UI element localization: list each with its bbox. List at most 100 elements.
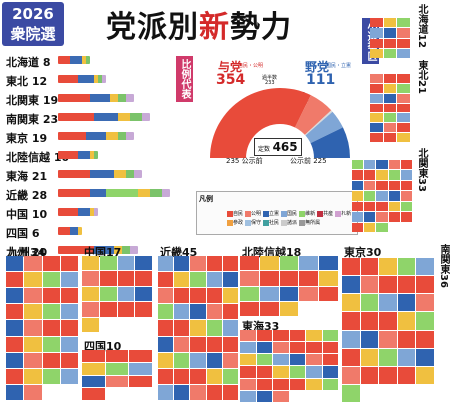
seat-cell (259, 286, 279, 301)
seat-cell (397, 133, 410, 142)
seat-cell (306, 330, 322, 342)
seat-cell (240, 286, 259, 301)
legend-label: 立憲 (269, 211, 280, 217)
seat-cell (416, 276, 434, 294)
ruling-label: 与党 (218, 60, 243, 74)
region-count: 17 (106, 246, 122, 259)
seat-cell (158, 288, 174, 304)
seat-cell (60, 368, 78, 384)
pr-bar-segment (122, 246, 130, 254)
region-name: 近畿 (160, 246, 182, 259)
seat-cell (117, 286, 135, 302)
seat-cell (416, 348, 434, 366)
seat-cell (400, 201, 412, 212)
legend: 凡例 自民 公明 立憲 国民 維新 共産 れ新 参政 保守 社民 諸派 無所属 (196, 191, 358, 235)
region-label: 九州34 (8, 244, 45, 260)
seat-cell (306, 378, 322, 390)
seat-cell (289, 366, 305, 378)
seat-cell (240, 342, 256, 354)
seat-cell (383, 74, 397, 83)
region-name: 南関東 (438, 244, 449, 274)
legend-label: 共産 (323, 211, 334, 217)
seat-cell (174, 304, 190, 320)
seat-cell (352, 212, 364, 222)
seat-cell (279, 286, 299, 301)
seat-cell (259, 256, 279, 271)
seat-cell (364, 201, 376, 212)
seat-cell (158, 304, 174, 320)
seat-cell (370, 83, 383, 93)
seat-cell (135, 302, 152, 317)
seat-cell (388, 180, 400, 191)
seat-cell (400, 191, 412, 201)
seat-cell (158, 320, 174, 336)
pr-row-label: 四国 6 (6, 227, 40, 240)
pr-row-bar (58, 208, 98, 216)
seat-cell (240, 378, 256, 390)
seat-cell (206, 336, 222, 352)
seat-cell (60, 288, 78, 304)
seat-cell (135, 256, 152, 271)
seat-cell (397, 294, 416, 312)
region-label: 北陸信越18 (242, 244, 301, 260)
seat-cell (370, 123, 383, 133)
pr-bar-segment (90, 208, 94, 216)
seat-cell (360, 366, 379, 384)
pr-bar-segment (94, 208, 98, 216)
seat-cell (24, 384, 42, 400)
pr-row-bar (58, 56, 90, 64)
pr-bar-segment (58, 94, 90, 102)
seat-cell (256, 342, 272, 354)
region-count: 33 (264, 320, 280, 333)
seat-cell (42, 288, 60, 304)
legend-label: 無所属 (305, 220, 321, 226)
title-post: 勢力 (230, 10, 292, 45)
legend-item: れ新 (335, 210, 351, 217)
pr-bar-segment (118, 94, 126, 102)
pr-row-bar (58, 113, 150, 121)
legend-swatch (299, 219, 306, 226)
region-seat-grid (342, 258, 434, 402)
legend-swatch (263, 219, 270, 226)
seat-cell (82, 286, 99, 302)
seat-cell (82, 317, 99, 332)
seat-cell (364, 180, 376, 191)
seat-cell (364, 212, 376, 222)
pr-bar-segment (86, 56, 90, 64)
seat-cell (342, 348, 360, 366)
seat-cell (397, 38, 410, 48)
region-count: 45 (182, 246, 198, 259)
seat-cell (388, 160, 400, 170)
legend-label: 国民 (287, 211, 298, 217)
seat-cell (299, 286, 319, 301)
seat-cell (273, 366, 289, 378)
seat-cell (42, 256, 60, 272)
seat-cell (82, 302, 99, 317)
region-count: 36 (438, 274, 449, 288)
legend-item: 立憲 (263, 210, 279, 217)
legend-label: 自民 (233, 211, 244, 217)
pr-bar-segment (130, 246, 138, 254)
region-seat-grid (82, 256, 152, 332)
seat-cell (400, 170, 412, 180)
seat-cell (342, 366, 360, 384)
seat-cell (376, 191, 388, 201)
seat-cell (259, 271, 279, 286)
pr-bar-segment (90, 151, 94, 159)
seat-cell (60, 256, 78, 272)
seat-cell (222, 304, 238, 320)
seat-cell (383, 38, 397, 48)
region-seat-grid (370, 74, 410, 142)
seat-cell (174, 336, 190, 352)
pr-bar-segment (58, 227, 70, 235)
region-label: 四国10 (84, 338, 121, 354)
pr-bar-segment (58, 151, 78, 159)
seat-cell (416, 258, 434, 276)
seat-cell (397, 113, 410, 123)
seat-cell (360, 276, 379, 294)
seat-cell (105, 362, 129, 375)
seat-cell (42, 272, 60, 288)
seat-cell (117, 271, 135, 286)
pr-bar-segment (94, 113, 118, 121)
right-bottom-label: 公示前 225 (290, 157, 327, 165)
